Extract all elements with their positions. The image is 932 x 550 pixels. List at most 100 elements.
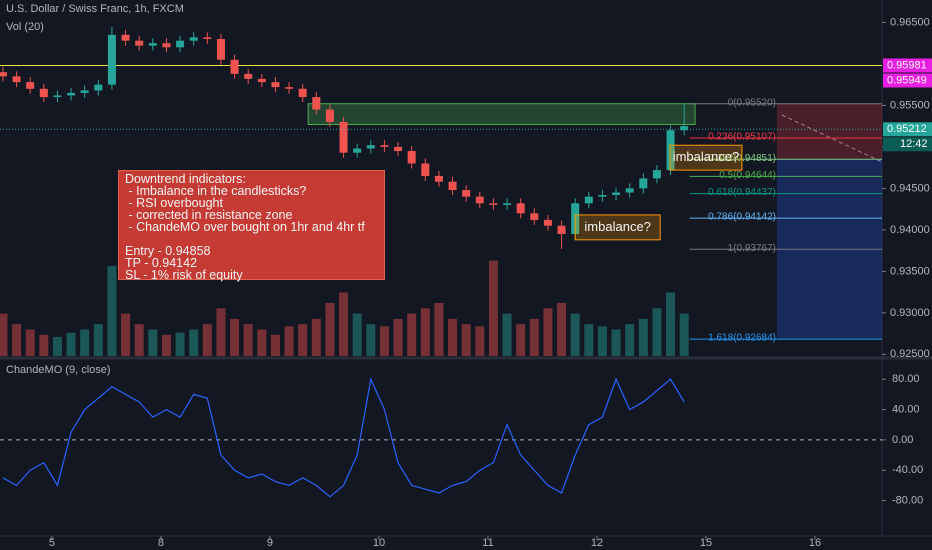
candle-body: [380, 145, 389, 147]
candle-body: [652, 170, 661, 179]
candle-body: [666, 130, 675, 171]
candle-body: [12, 76, 21, 83]
volume-bar: [80, 329, 90, 356]
candle-body: [434, 175, 443, 182]
time-label-bg: [883, 137, 932, 152]
volume-bar: [202, 324, 212, 356]
imbalance-label: imbalance?: [584, 219, 651, 234]
candle-body: [339, 121, 348, 153]
candle-body: [543, 219, 552, 226]
candle-body: [176, 40, 185, 48]
y-tick-label: 0.92500: [890, 348, 930, 360]
volume-bar: [529, 318, 539, 356]
imbalance-label: imbalance?: [673, 149, 740, 164]
stop-zone: [776, 103, 882, 159]
candle-body: [312, 97, 321, 110]
volume-bar: [270, 334, 280, 356]
volume-bar: [189, 329, 199, 356]
candle-body: [503, 203, 512, 205]
volume-bar: [557, 303, 567, 356]
candle-body: [530, 213, 539, 220]
y-tick-label: 0.00: [892, 434, 913, 446]
volume-bar: [66, 332, 76, 356]
candle-body: [489, 203, 498, 205]
note-line: - corrected in resistance zone: [125, 208, 293, 222]
y-tick-label: 0.93500: [890, 265, 930, 277]
candle-body: [298, 88, 307, 98]
volume-bar: [243, 324, 253, 356]
trend-line: [781, 114, 883, 163]
volume-bar: [488, 260, 498, 356]
volume-bar: [230, 318, 240, 356]
volume-bar: [121, 313, 131, 356]
candle-body: [94, 84, 103, 91]
price-label: 0.95981: [887, 59, 927, 71]
candle-body: [216, 39, 225, 60]
note-line: SL - 1% risk of equity: [125, 268, 243, 282]
candle-body: [257, 78, 266, 83]
fib-label: 1(0.93767): [728, 243, 776, 254]
candle-body: [421, 163, 430, 176]
fib-label: 1.618(0.92684): [708, 333, 776, 344]
volume-bar: [679, 313, 689, 356]
x-tick-label: 8: [158, 537, 164, 549]
y-tick-label: -80.00: [892, 494, 923, 506]
note-line: - RSI overbought: [125, 196, 223, 210]
y-tick-label: 80.00: [892, 373, 920, 385]
y-tick-label: 0.94000: [890, 224, 930, 236]
volume-bar: [25, 329, 35, 356]
candle-body: [135, 40, 144, 46]
volume-bar: [39, 334, 49, 356]
y-tick-label: 0.95500: [890, 99, 930, 111]
volume-bar: [352, 313, 362, 356]
candle-body: [80, 90, 89, 93]
candle-body: [598, 195, 607, 197]
volume-bar: [434, 303, 444, 356]
note-line: Downtrend indicators:: [125, 172, 246, 186]
candle-body: [584, 196, 593, 204]
volume-bar: [298, 324, 308, 356]
note-line: Entry - 0.94858: [125, 244, 211, 258]
volume-bar: [516, 324, 526, 356]
volume-bar: [216, 308, 226, 356]
candle-body: [271, 82, 280, 88]
price-label-bg: [883, 122, 932, 137]
candle-body: [475, 196, 484, 204]
volume-bar: [257, 329, 267, 356]
note-line: - ChandeMO over bought on 1hr and 4hr tf: [125, 220, 365, 234]
indicator-title: ChandeMO (9, close): [6, 364, 111, 376]
fib-label: 0.618(0.94437): [708, 187, 776, 198]
volume-bar: [461, 324, 471, 356]
fib-label: 0(0.95520): [728, 97, 776, 108]
candle-body: [39, 88, 48, 98]
imbalance-box: [574, 214, 661, 241]
candle-body: [203, 37, 212, 40]
candle-body: [230, 59, 239, 74]
candle-body: [448, 181, 457, 191]
candle-body: [612, 192, 621, 196]
fib-label: 0.5(0.94644): [719, 170, 776, 181]
candle-body: [189, 37, 198, 41]
candle-body: [462, 190, 471, 197]
candle-body: [285, 87, 294, 89]
price-label: 0.95212: [887, 123, 927, 135]
volume-bar: [93, 324, 103, 356]
price-label-bg: [883, 58, 932, 73]
volume-bar: [284, 326, 294, 356]
volume-bar: [625, 324, 635, 356]
candle-body: [26, 82, 35, 89]
volume-bar: [339, 292, 349, 356]
time-label: 12:42: [900, 138, 928, 150]
note-line: - Imbalance in the candlesticks?: [125, 184, 307, 198]
volume-bar: [379, 326, 389, 356]
candle-body: [639, 178, 648, 189]
volume-bar: [393, 318, 403, 356]
candle-body: [394, 146, 403, 152]
volume-bar: [175, 332, 185, 356]
fib-label: 0.236(0.95107): [708, 132, 776, 143]
x-tick-label: 5: [49, 537, 55, 549]
volume-bar: [611, 329, 621, 356]
x-tick-label: 11: [482, 537, 493, 549]
note-box: Downtrend indicators: - Imbalance in the…: [118, 170, 385, 282]
